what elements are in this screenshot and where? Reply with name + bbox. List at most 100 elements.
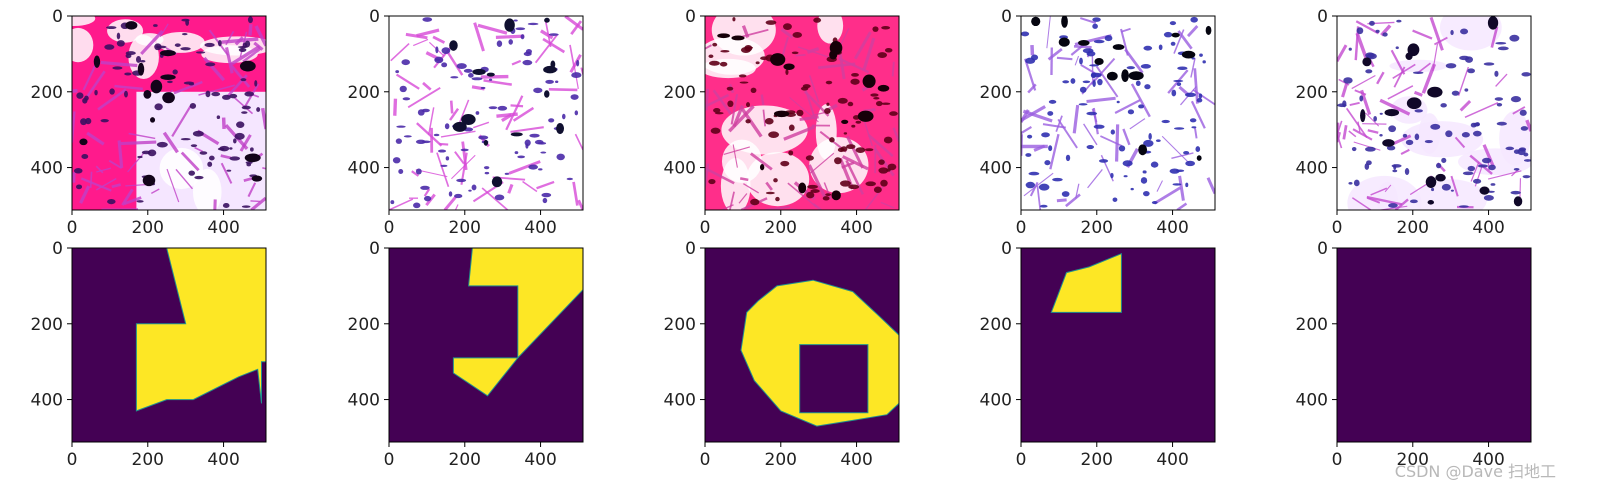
tissue-nucleus: [1359, 95, 1364, 102]
tissue-nucleus: [807, 184, 818, 189]
tissue-nucleus: [403, 135, 412, 138]
tissue-nucleus: [1104, 35, 1113, 42]
tissue-nucleus: [1477, 164, 1489, 168]
tissue-fiber: [1075, 183, 1080, 199]
tissue-nucleus: [1190, 16, 1198, 23]
tissue-nucleus: [1523, 159, 1531, 162]
tissue-nucleus: [456, 178, 467, 183]
tissue-nucleus: [1116, 100, 1120, 104]
tissue-dark-spot: [543, 65, 557, 74]
tissue-nucleus: [1431, 187, 1435, 192]
tissue-fiber: [780, 28, 794, 39]
tissue-fiber: [1190, 100, 1206, 129]
tissue-nucleus: [478, 135, 489, 140]
tissue-fiber: [1074, 55, 1080, 66]
tissue-nucleus: [399, 85, 407, 93]
tissue-nucleus: [522, 59, 533, 66]
tissue-dark-spot: [251, 175, 263, 182]
tissue-fiber: [536, 180, 555, 190]
tissue-nucleus: [538, 168, 543, 171]
tissue-nucleus: [237, 46, 249, 49]
tissue-nucleus: [1496, 103, 1503, 107]
tissue-fiber: [1429, 16, 1444, 51]
tissue-fiber: [483, 79, 512, 86]
tissue-nucleus: [870, 93, 879, 97]
tissue-nucleus: [1395, 46, 1399, 50]
tissue-nucleus: [855, 120, 862, 124]
tissue-nucleus: [396, 125, 406, 128]
tissue-nucleus: [1462, 171, 1474, 176]
tissue-nucleus: [116, 40, 125, 47]
tissue-fiber: [739, 177, 749, 182]
tissue-fiber: [846, 135, 865, 169]
tissue-fiber: [125, 184, 146, 187]
tissue-nucleus: [1430, 123, 1441, 130]
tissue-dark-spot: [1094, 57, 1104, 66]
tissue-nucleus: [865, 181, 876, 187]
tissue-fiber: [1065, 193, 1081, 208]
tissue-fiber: [175, 168, 193, 190]
tissue-nucleus: [1373, 115, 1377, 122]
tissue-fiber: [1021, 109, 1030, 123]
tissue-fiber: [712, 89, 732, 115]
mask-region: [1050, 252, 1122, 313]
axes-frame: [1020, 15, 1216, 211]
tissue-fiber: [1454, 136, 1466, 149]
tissue-nucleus: [1366, 53, 1377, 60]
x-tick-label: 400: [1156, 218, 1188, 238]
x-tick-label: 0: [384, 450, 395, 470]
tissue-nucleus: [104, 44, 115, 50]
image-panel-5: 0 0 200 200 400 400: [1296, 7, 1532, 238]
tissue-nucleus: [441, 47, 451, 55]
tissue-fiber: [728, 105, 755, 133]
tissue-nucleus: [216, 115, 221, 120]
y-tick-label: 0: [369, 7, 380, 27]
tissue-nucleus: [1343, 77, 1353, 84]
tissue-light-blob: [423, 17, 486, 53]
x-tick-label: 200: [1081, 450, 1113, 470]
tissue-nucleus: [813, 17, 822, 23]
tissue-dark-spot: [1382, 139, 1395, 147]
tissue-nucleus: [475, 111, 480, 115]
tissue-nucleus: [537, 142, 547, 145]
tissue-nucleus: [204, 42, 215, 48]
tissue-nucleus: [1509, 34, 1520, 42]
tissue-fiber: [540, 29, 554, 40]
tissue-nucleus: [875, 100, 883, 107]
tissue-fiber: [574, 133, 583, 151]
tissue-fiber: [1459, 99, 1472, 112]
tissue-dark-spot: [160, 74, 176, 81]
tissue-fiber: [1161, 135, 1190, 164]
tissue-light-blob: [389, 172, 430, 202]
tissue-nucleus: [81, 154, 89, 160]
tissue-nucleus: [570, 94, 579, 100]
tissue-nucleus: [1412, 71, 1424, 74]
tissue-fiber: [395, 73, 420, 90]
tissue-nucleus: [1163, 31, 1173, 38]
tissue-nucleus: [207, 161, 213, 167]
tissue-nucleus: [1172, 183, 1182, 186]
tissue-fiber: [220, 154, 232, 160]
x-tick-label: 0: [384, 218, 395, 238]
tissue-nucleus: [1122, 160, 1133, 167]
tissue-fiber: [1072, 104, 1080, 134]
tissue-dark-spot: [142, 174, 156, 187]
tissue-nucleus: [450, 76, 459, 79]
tissue-fiber: [150, 188, 160, 195]
tissue-nucleus: [708, 60, 720, 66]
tissue-fiber: [443, 195, 458, 210]
tissue-nucleus: [883, 136, 893, 144]
tissue-light-blob: [1063, 91, 1132, 138]
tissue-nucleus: [829, 137, 835, 143]
tissue-fiber: [495, 34, 525, 39]
tissue-fiber: [1193, 68, 1199, 104]
tissue-dark-spot: [829, 40, 843, 55]
x-tick-label: 0: [1332, 450, 1343, 470]
tissue-light-blob: [192, 168, 222, 210]
tissue-fiber: [1091, 108, 1098, 123]
tissue-fiber: [80, 177, 112, 192]
tissue-nucleus: [726, 86, 734, 91]
tissue-fiber: [572, 181, 579, 206]
tissue-nucleus: [1369, 20, 1375, 26]
tissue-nucleus: [153, 24, 158, 27]
